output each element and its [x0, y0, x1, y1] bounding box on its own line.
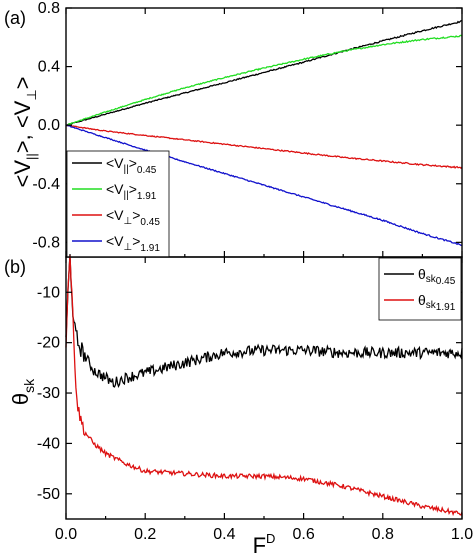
- x-tick-label: 0.8: [372, 526, 394, 543]
- series-line: [65, 124, 462, 246]
- y-tick-label: 0.4: [38, 59, 60, 76]
- y-tick-label: -20: [37, 335, 60, 352]
- y-tick-label: -10: [37, 284, 60, 301]
- y-axis-label-b: θsk: [8, 378, 37, 405]
- y-tick-label: -0.8: [32, 234, 60, 251]
- legend-b: θsk0.45 θsk1.91: [378, 257, 462, 321]
- panel-a: 0.8 0.4 0.0 -0.4 -0.8 (a) <V||>, <V⊥> <V||>0.45…: [4, 0, 463, 258]
- y-tick-label: -40: [37, 435, 60, 452]
- y-tick-label: 0.0: [38, 117, 60, 134]
- series-line: [65, 254, 463, 388]
- panel-b: 0.0 0.2 0.4 0.6 0.8 1.0 -10 -20 -30 -40 -50 (b) θsk F…: [4, 254, 473, 558]
- panel-label: (a): [4, 8, 26, 28]
- legend-a: <V||>0.45 <V||>1.91 <V⊥>0.45 <V⊥>1.91: [66, 150, 170, 258]
- legend-entry: <V||>1.91: [106, 181, 157, 202]
- y-tick-label: 0.8: [38, 0, 60, 17]
- series-line: [65, 255, 463, 517]
- x-tick-label: 0.2: [134, 526, 156, 543]
- legend-entry: <V⊥>1.91: [106, 233, 160, 254]
- panel-label: (b): [4, 257, 26, 277]
- y-tick-label: -50: [37, 486, 60, 503]
- legend-entry: <V⊥>0.45: [106, 207, 160, 228]
- y-axis-label-a: <V||>, <V⊥>: [10, 76, 39, 187]
- series-line: [65, 20, 463, 126]
- y-tick-label: -0.4: [32, 176, 60, 193]
- legend-box: [66, 150, 170, 258]
- x-axis-label: FD: [253, 531, 276, 558]
- legend-box: [378, 257, 462, 321]
- legend-entry: <V||>0.45: [106, 155, 157, 176]
- legend-entry: θsk1.91: [418, 292, 456, 313]
- legend-entry: θsk0.45: [418, 266, 456, 287]
- x-tick-label: 0.6: [292, 526, 314, 543]
- series-line: [65, 34, 463, 127]
- x-tick-label: 0.4: [213, 526, 235, 543]
- series-line: [65, 124, 463, 170]
- y-tick-label: -30: [37, 385, 60, 402]
- x-tick-label: 0.0: [55, 526, 77, 543]
- x-tick-label: 1.0: [451, 526, 473, 543]
